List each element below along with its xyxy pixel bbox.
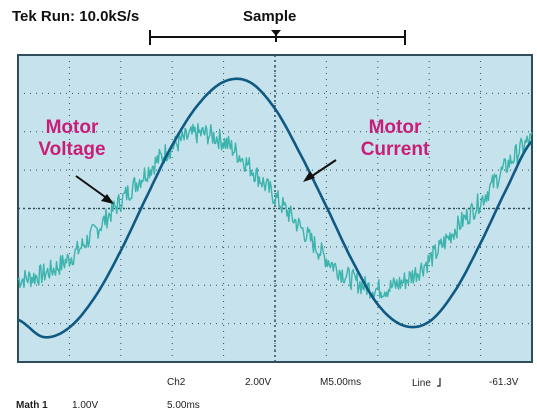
voltage-arrowhead	[101, 194, 114, 204]
channel-label: Ch2	[167, 377, 186, 388]
math-scale: 1.00V	[72, 400, 99, 411]
motor-voltage-label-line1: Motor	[45, 117, 99, 138]
acquisition-status: Tek Run: 10.0kS/s	[12, 8, 140, 25]
motor-current-trace	[17, 77, 533, 339]
math-label: Math 1	[16, 400, 48, 411]
channel-scale: 2.00V	[245, 377, 272, 388]
timebase-readout: M5.00ms	[320, 377, 362, 388]
motor-current-label-line2: Current	[360, 139, 430, 160]
math-time: 5.00ms	[167, 400, 200, 411]
annotation-arrows	[75, 159, 337, 204]
graticule	[18, 55, 532, 362]
motor-voltage-label: Motor Voltage	[22, 117, 122, 161]
motor-voltage-label-line2: Voltage	[38, 139, 106, 160]
motor-voltage-trace	[17, 123, 533, 299]
voltage-arrow	[75, 175, 109, 200]
trigger-slope-icon	[436, 378, 441, 387]
trigger-level: -61.3V	[489, 377, 519, 388]
trigger-source-label: Line	[412, 378, 431, 389]
motor-current-label: Motor Current	[345, 117, 445, 161]
acquisition-mode: Sample	[243, 8, 297, 25]
trigger-position-marker	[271, 30, 281, 36]
trigger-source: Line	[412, 377, 442, 389]
motor-current-label-line1: Motor	[368, 117, 422, 138]
traces	[17, 77, 533, 339]
current-arrowhead	[303, 171, 315, 182]
current-arrow	[308, 159, 337, 179]
